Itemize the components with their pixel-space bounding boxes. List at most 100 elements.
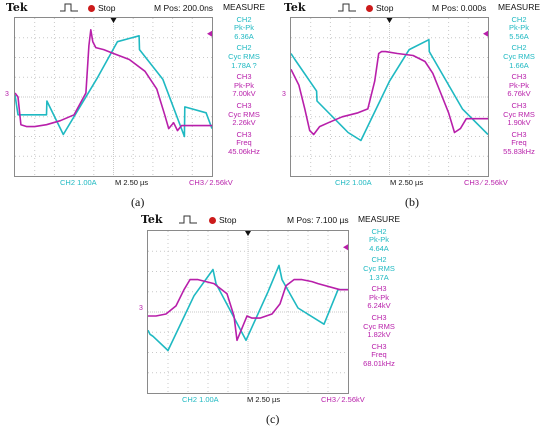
run-status: Stop xyxy=(366,3,394,13)
meas-channel: CH2 xyxy=(236,14,252,24)
measurement-ch3-freq: CH3 Freq 68.01kHz xyxy=(348,341,410,369)
meas-value: 1.78A ? xyxy=(231,60,257,70)
scope-panel-c: Tek Stop M Pos: 7.100 µs 3 MEASURE CH2 Pk… xyxy=(137,212,410,408)
trigger-position-icon xyxy=(110,18,117,23)
meas-channel: CH3 xyxy=(236,129,252,139)
meas-value: 5.56A xyxy=(509,31,529,41)
meas-name: Freq xyxy=(511,138,527,148)
ch3-trigger: CH3 ∕ 2.56kV xyxy=(189,178,233,187)
meas-name: Pk-Pk xyxy=(368,292,389,302)
ch2-trace xyxy=(15,34,212,138)
ch2-scale: CH2 1.00A xyxy=(60,178,97,187)
measure-panel: MEASURE CH2 Pk-Pk 6.36A CH2 Cyc RMS 1.78A ? … xyxy=(213,0,275,160)
meas-name: Cyc RMS xyxy=(503,109,535,119)
meas-value: 6.24kV xyxy=(367,301,391,311)
scope-graticule xyxy=(14,17,213,177)
meas-name: Cyc RMS xyxy=(228,51,260,61)
ch3-level-marker: 3 xyxy=(5,91,9,98)
measure-title: MEASURE xyxy=(222,2,266,12)
meas-channel: CH2 xyxy=(371,255,387,265)
measurement-ch2-pkpk: CH2 Pk-Pk 5.56A xyxy=(488,15,550,42)
measure-title: MEASURE xyxy=(497,2,541,12)
ch3-trigger: CH3 ∕ 2.56kV xyxy=(321,395,365,404)
meas-value: 1.66A xyxy=(509,60,529,70)
stop-indicator-icon xyxy=(88,5,95,12)
horizontal-position: M Pos: 0.000s xyxy=(432,3,487,13)
horizontal-position: M Pos: 200.0ns xyxy=(154,3,214,13)
measurement-ch3-pkpk: CH3 Pk-Pk 6.24kV xyxy=(348,285,410,311)
meas-value: 6.36A xyxy=(234,31,254,41)
meas-channel: CH3 xyxy=(236,72,252,82)
ch3-trace xyxy=(148,278,348,342)
waveform-plot xyxy=(15,18,212,176)
meas-name: Pk-Pk xyxy=(508,80,529,90)
trigger-level-icon xyxy=(343,244,348,251)
measurement-ch3-rms: CH3 Cyc RMS 1.82kV xyxy=(348,313,410,340)
meas-channel: CH3 xyxy=(236,100,252,110)
ch3-trace xyxy=(291,50,488,136)
scope-graticule xyxy=(147,230,349,394)
meas-name: Cyc RMS xyxy=(363,263,395,273)
measurement-ch2-pkpk: CH2 Pk-Pk 6.36A xyxy=(213,14,275,42)
meas-channel: CH2 xyxy=(371,226,387,236)
trigger-position-icon xyxy=(245,231,251,236)
run-status-label: Stop xyxy=(376,3,394,13)
meas-name: Cyc RMS xyxy=(228,109,260,119)
scope-panel-b: Tek Stop M Pos: 0.000s 3 MEASURE CH2 Pk-P… xyxy=(280,0,550,192)
timebase: M 2.50 µs xyxy=(115,178,149,187)
trigger-level-icon xyxy=(483,30,488,37)
meas-channel: CH2 xyxy=(511,43,527,53)
scope-header: Tek Stop M Pos: 0.000s xyxy=(280,0,550,16)
ch3-trace xyxy=(15,29,212,132)
run-status: Stop xyxy=(209,215,237,225)
scope-header: Tek Stop M Pos: 7.100 µs xyxy=(137,212,410,228)
measurement-ch3-freq: CH3 Freq 45.06kHz xyxy=(213,129,275,157)
meas-name: Freq xyxy=(236,138,252,148)
ch3-trigger: CH3 ∕ 2.56kV xyxy=(464,178,508,187)
meas-value: 68.01kHz xyxy=(363,358,395,368)
meas-name: Pk-Pk xyxy=(508,23,529,33)
run-status-label: Stop xyxy=(219,215,237,225)
scope-graticule xyxy=(290,17,489,177)
panel-caption-b: (b) xyxy=(405,195,419,209)
meas-channel: CH2 xyxy=(236,43,252,53)
meas-channel: CH3 xyxy=(511,100,527,110)
meas-value: 55.83kHz xyxy=(503,146,535,156)
meas-value: 4.64A xyxy=(369,243,389,253)
measure-panel: MEASURE CH2 Pk-Pk 4.64A CH2 Cyc RMS 1.37A CH… xyxy=(348,212,410,372)
panel-caption-c: (c) xyxy=(266,412,280,426)
measurement-ch2-pkpk: CH2 Pk-Pk 4.64A xyxy=(348,226,410,254)
trigger-position-icon xyxy=(386,18,393,23)
trigger-pulse-icon xyxy=(60,3,78,14)
meas-value: 2.26kV xyxy=(232,118,256,128)
meas-name: Cyc RMS xyxy=(363,321,395,331)
ch3-level-marker: 3 xyxy=(282,91,286,98)
measure-panel: MEASURE CH2 Pk-Pk 5.56A CH2 Cyc RMS 1.66A CH… xyxy=(488,0,550,160)
trigger-pulse-icon xyxy=(338,3,356,14)
measurement-ch3-rms: CH3 Cyc RMS 1.90kV xyxy=(488,100,550,128)
meas-value: 45.06kHz xyxy=(228,146,260,156)
stop-indicator-icon xyxy=(366,5,373,12)
ch2-trace xyxy=(291,38,488,142)
scope-panel-a: Tek Stop M Pos: 200.0ns 3 MEASURE CH2 Pk-… xyxy=(2,0,275,192)
meas-name: Cyc RMS xyxy=(503,51,535,61)
stop-indicator-icon xyxy=(209,217,216,224)
meas-value: 1.90kV xyxy=(507,118,531,128)
brand-label: Tek xyxy=(141,213,163,226)
meas-channel: CH3 xyxy=(371,341,387,351)
timebase: M 2.50 µs xyxy=(247,395,281,404)
meas-value: 1.82kV xyxy=(367,330,391,340)
trigger-level-icon xyxy=(207,30,212,37)
timebase: M 2.50 µs xyxy=(390,178,424,187)
meas-channel: CH3 xyxy=(371,284,387,294)
meas-name: Pk-Pk xyxy=(368,235,389,245)
brand-label: Tek xyxy=(6,1,28,14)
measurement-ch2-rms: CH2 Cyc RMS 1.66A xyxy=(488,44,550,70)
measurement-ch2-rms: CH2 Cyc RMS 1.78A ? xyxy=(213,44,275,70)
ch2-trace xyxy=(148,264,348,352)
measurement-ch3-freq: CH3 Freq 55.83kHz xyxy=(488,130,550,157)
measurement-ch3-pkpk: CH3 Pk-Pk 7.00kV xyxy=(213,73,275,99)
measurement-ch3-rms: CH3 Cyc RMS 2.26kV xyxy=(213,100,275,128)
meas-value: 7.00kV xyxy=(232,89,256,99)
brand-label: Tek xyxy=(284,1,306,14)
